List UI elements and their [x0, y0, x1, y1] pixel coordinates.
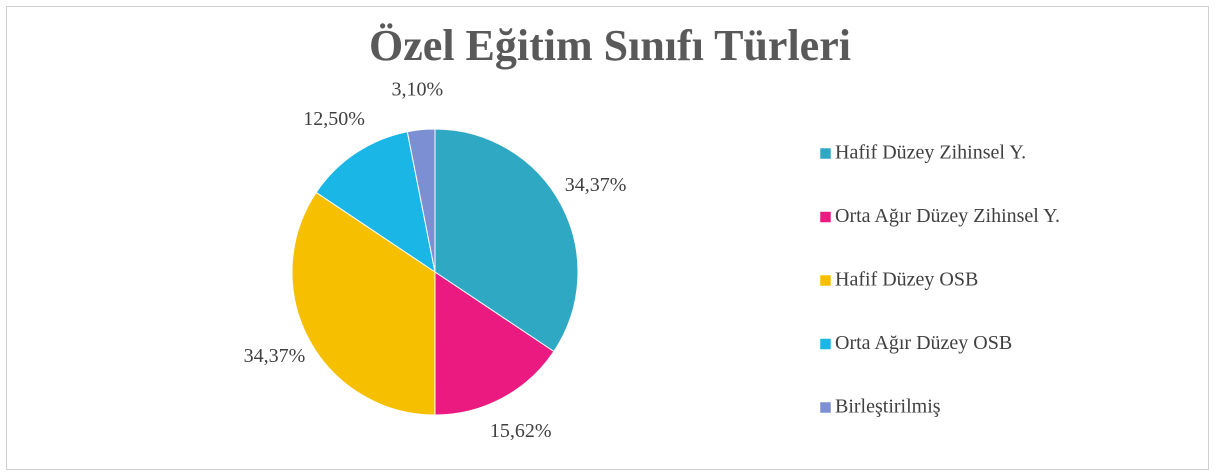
legend-marker [819, 338, 832, 350]
pie-slice [434, 271, 555, 416]
data-label: 3,10% [391, 78, 443, 100]
chart-title: Özel Eğitim Sınıfı Türleri [369, 21, 851, 70]
legend-label: Hafif Düzey Zihinsel Y. [835, 142, 1026, 164]
legend-label: Orta Ağır Düzey Zihinsel Y. [835, 205, 1060, 227]
chart-border [6, 6, 1209, 470]
pie-slice [315, 131, 436, 274]
data-label: 34,37% [244, 345, 306, 367]
legend-label: Hafif Düzey OSB [835, 269, 978, 291]
legend-label: Birleştirilmiş [835, 396, 941, 418]
legend-marker [819, 211, 832, 223]
legend-marker [819, 147, 832, 160]
legend-marker [819, 401, 832, 414]
data-label: 15,62% [490, 420, 552, 442]
data-label: 12,50% [303, 108, 365, 130]
data-label: 34,37% [565, 174, 627, 196]
legend-marker [819, 274, 832, 287]
legend-label: Orta Ağır Düzey OSB [835, 332, 1012, 354]
pie-slice [406, 128, 436, 273]
